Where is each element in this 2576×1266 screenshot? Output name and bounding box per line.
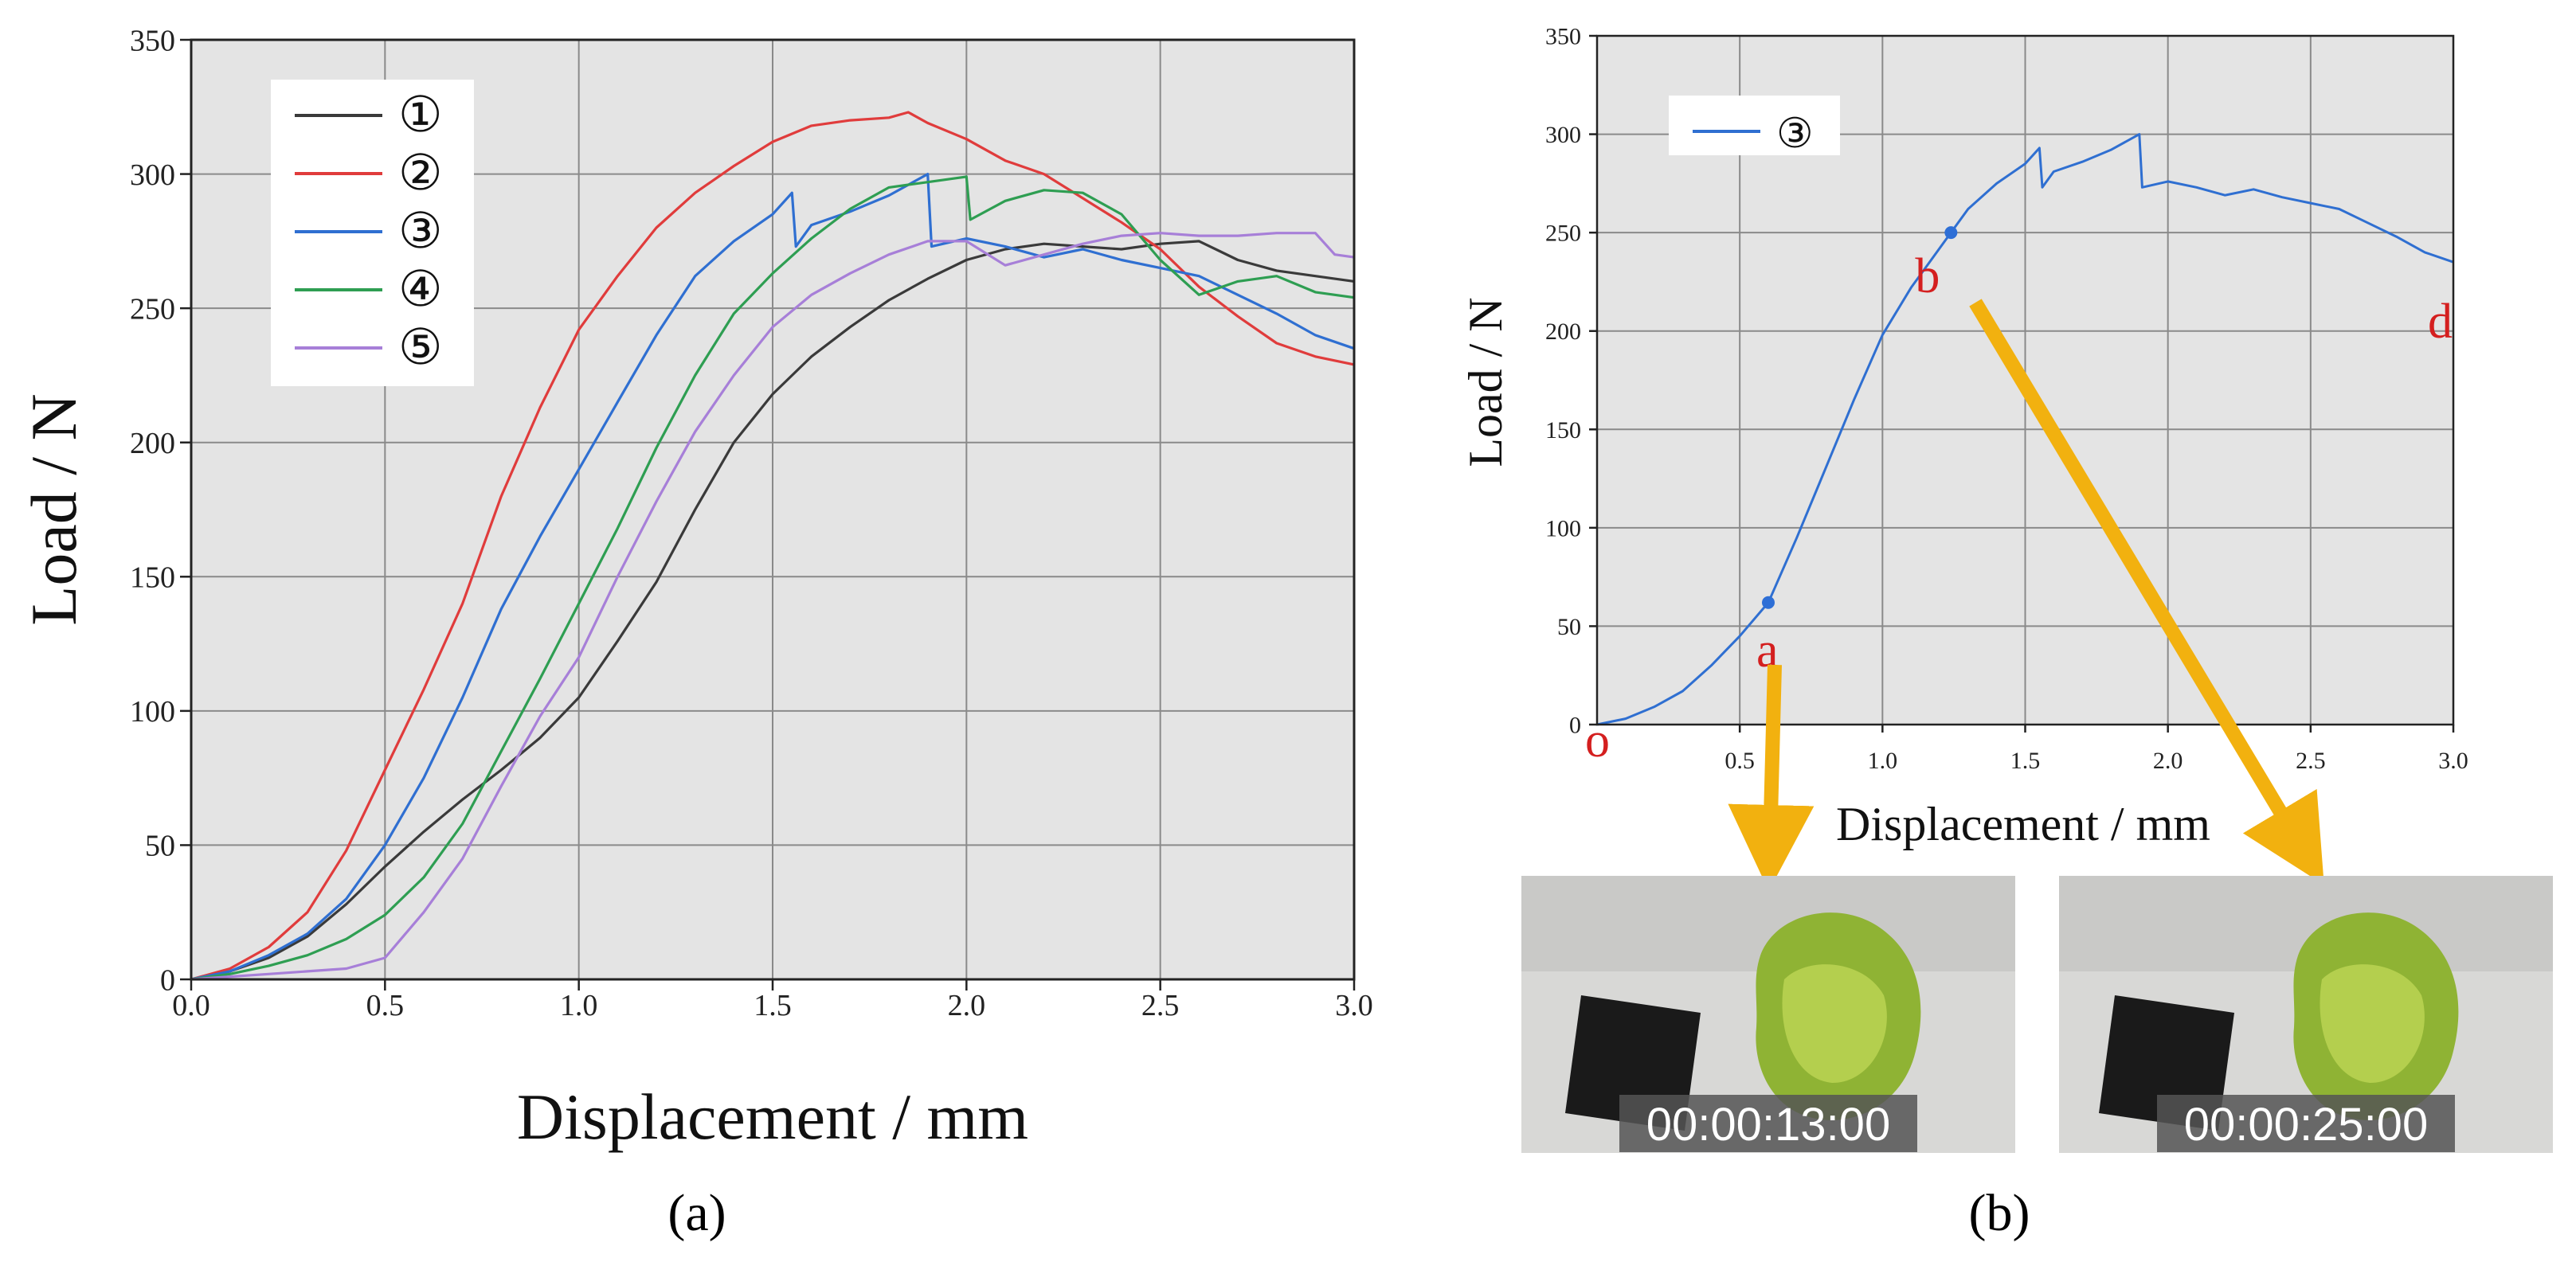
photo-2-seed-highlight xyxy=(2320,964,2425,1083)
point-marker-a xyxy=(1762,596,1775,609)
plot-b-grid xyxy=(1597,36,2453,725)
y-tick-label: 350 xyxy=(130,24,175,57)
x-tick-label: 2.0 xyxy=(2153,748,2183,774)
x-tick-label: 2.0 xyxy=(948,989,986,1022)
y-tick-label: 300 xyxy=(1545,122,1581,148)
x-tick-label: 1.0 xyxy=(560,989,598,1022)
legend-box xyxy=(1669,96,1840,155)
panel-label-b: (b) xyxy=(1969,1184,2030,1242)
point-marker-b xyxy=(1944,226,1958,240)
series-line-3 xyxy=(190,173,1355,981)
arrow-a-to-photo1 xyxy=(1728,664,1815,891)
plot-a-xlabel: Displacement / mm xyxy=(517,1080,1028,1153)
series-line-5 xyxy=(190,232,1355,981)
photo-1: 00:00:13:00 xyxy=(1521,876,2015,1153)
y-tick-label: 300 xyxy=(130,158,175,192)
point-label-b: b xyxy=(1915,249,1940,303)
photo-2: 00:00:25:00 xyxy=(2059,876,2553,1153)
y-tick-label: 0 xyxy=(160,963,175,997)
panel-label-a: (a) xyxy=(667,1184,726,1242)
series-line-1 xyxy=(190,240,1355,981)
series-line-1 xyxy=(1596,133,2454,726)
plot-b-ticks: 0.5 1.0 1.5 2.0 2.5 3.0 0 50 100 150 200 250 300 350 xyxy=(1545,24,2468,775)
plot-b-ylabel: Load / N xyxy=(1459,297,1512,467)
x-tick-label: 0.0 xyxy=(172,989,210,1022)
plot-a-grid xyxy=(191,40,1354,979)
arrow-b-to-photo2 xyxy=(1969,299,2324,885)
legend-label-2: ② xyxy=(398,147,443,201)
y-tick-label: 150 xyxy=(1545,417,1581,443)
plot-b-legend: ③ xyxy=(1669,96,1840,157)
x-tick-label: 0.5 xyxy=(366,989,405,1022)
legend-label-5: ⑤ xyxy=(398,321,443,375)
point-label-d: d xyxy=(2428,295,2453,349)
legend-label-3: ③ xyxy=(398,205,443,259)
plot-a-ylabel: Load / N xyxy=(18,393,90,625)
y-tick-label: 50 xyxy=(1557,614,1581,640)
panel-b-chart: 0.5 1.0 1.5 2.0 2.5 3.0050100150200250300350 … xyxy=(1459,24,2553,1242)
series-line-2 xyxy=(190,111,1355,981)
y-tick-label: 350 xyxy=(1545,24,1581,50)
y-tick-label: 100 xyxy=(1545,515,1581,541)
photo-1-timestamp: 00:00:13:00 xyxy=(1646,1099,1890,1151)
plot-b-series xyxy=(1596,133,2454,726)
photo-2-timestamp-bg xyxy=(2157,1095,2455,1152)
y-tick-label: 0 xyxy=(1569,713,1581,739)
legend-label-4: ④ xyxy=(398,263,443,317)
plot-a-series xyxy=(190,111,1355,981)
legend-label-1: ① xyxy=(398,88,443,143)
panel-a-chart: 0.0 0.5 1.0 1.5 2.0 2.5 3.0 0 50 100 150 200 250 300 3… xyxy=(18,24,1373,1242)
x-tick-label: 0.5 xyxy=(1725,748,1755,774)
y-tick-label: 250 xyxy=(130,292,175,326)
plot-a-ticks: 0.0 0.5 1.0 1.5 2.0 2.5 3.0 0 50 100 150 200 250 300 3… xyxy=(130,24,1373,1022)
photo-2-timestamp: 00:00:25:00 xyxy=(2184,1099,2428,1151)
series-line-4 xyxy=(190,175,1355,981)
x-tick-label: 2.5 xyxy=(2296,748,2326,774)
y-tick-label: 100 xyxy=(130,695,175,729)
point-label-o: o xyxy=(1585,713,1610,768)
x-tick-label: 1.0 xyxy=(1868,748,1898,774)
legend-label-1: ③ xyxy=(1776,111,1814,157)
x-tick-label: 3.0 xyxy=(2438,748,2468,774)
x-tick-label: 2.5 xyxy=(1141,989,1180,1022)
x-tick-label: 1.5 xyxy=(2010,748,2041,774)
y-tick-label: 250 xyxy=(1545,221,1581,247)
photo-1-timestamp-bg xyxy=(1619,1095,1917,1152)
plot-b-xlabel: Displacement / mm xyxy=(1836,798,2210,850)
y-tick-label: 150 xyxy=(130,561,175,595)
y-tick-label: 200 xyxy=(1545,318,1581,345)
y-tick-label: 50 xyxy=(145,830,175,863)
y-tick-label: 200 xyxy=(130,427,175,460)
x-tick-label: 3.0 xyxy=(1335,989,1373,1022)
photo-1-seed-highlight xyxy=(1782,964,1887,1083)
x-tick-label: 1.5 xyxy=(754,989,792,1022)
